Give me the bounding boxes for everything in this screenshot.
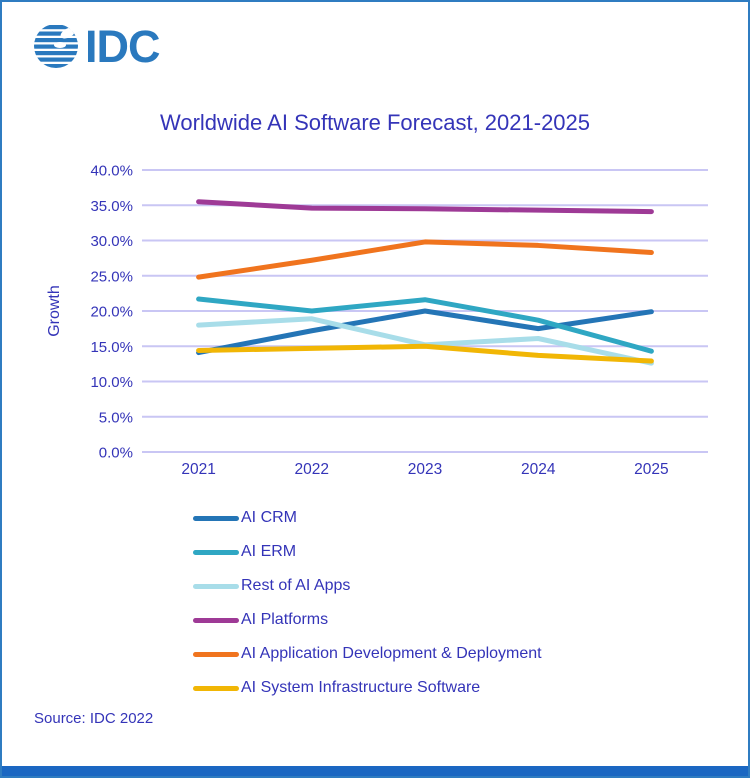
series-line-ai-crm bbox=[196, 308, 654, 356]
idc-logo: IDC bbox=[32, 22, 160, 70]
y-tick-label: 35.0% bbox=[90, 198, 133, 215]
series-line-ai-platforms bbox=[196, 199, 654, 215]
y-axis-label: Growth bbox=[46, 285, 63, 337]
legend-label: Rest of AI Apps bbox=[241, 577, 351, 594]
legend-swatch bbox=[193, 549, 239, 555]
chart-title: Worldwide AI Software Forecast, 2021-202… bbox=[159, 110, 591, 135]
series-line-ai-erm bbox=[196, 296, 654, 354]
x-tick-label: 2022 bbox=[295, 461, 329, 478]
legend-label: AI ERM bbox=[241, 543, 297, 560]
y-tick-label: 15.0% bbox=[90, 339, 133, 356]
legend-item: AI Platforms bbox=[193, 603, 542, 637]
y-tick-label: 30.0% bbox=[90, 233, 133, 250]
legend-label: AI Application Development & Deployment bbox=[241, 645, 542, 662]
legend-label: AI CRM bbox=[241, 509, 297, 526]
y-tick-label: 10.0% bbox=[90, 374, 133, 391]
legend-item: AI CRM bbox=[193, 501, 542, 535]
y-tick-label: 5.0% bbox=[99, 409, 133, 426]
y-tick-label: 25.0% bbox=[90, 268, 133, 285]
idc-logo-text: IDC bbox=[85, 20, 160, 72]
chart-legend: AI CRM AI ERM Rest of AI Apps AI Platforms A… bbox=[193, 501, 542, 705]
legend-swatch bbox=[193, 583, 239, 589]
idc-globe-icon bbox=[34, 25, 78, 68]
y-tick-label: 0.0% bbox=[99, 445, 133, 462]
legend-swatch bbox=[193, 685, 239, 691]
x-tick-label: 2021 bbox=[181, 461, 215, 478]
legend-swatch bbox=[193, 651, 239, 657]
source-text: Source: IDC 2022 bbox=[34, 710, 154, 727]
x-tick-label: 2025 bbox=[634, 461, 668, 478]
legend-item: AI Application Development & Deployment bbox=[193, 637, 542, 671]
y-tick-label: 20.0% bbox=[90, 304, 133, 321]
legend-item: AI ERM bbox=[193, 535, 542, 569]
y-tick-label: 40.0% bbox=[90, 163, 133, 180]
legend-item: Rest of AI Apps bbox=[193, 569, 542, 603]
x-tick-label: 2023 bbox=[408, 461, 442, 478]
legend-swatch bbox=[193, 515, 239, 521]
legend-swatch bbox=[193, 617, 239, 623]
line-chart: 40.0% 35.0% 30.0% 25.0% 20.0% 15.0% 10.0% 5.0% 0… bbox=[46, 163, 708, 478]
legend-item: AI System Infrastructure Software bbox=[193, 671, 542, 705]
series-line-ai-system-infrastructure-software bbox=[196, 343, 654, 364]
series-line-ai-application-development-deployment bbox=[196, 239, 654, 280]
legend-label: AI Platforms bbox=[241, 611, 329, 628]
legend-label: AI System Infrastructure Software bbox=[241, 679, 481, 696]
bottom-accent-bar bbox=[2, 766, 748, 776]
x-tick-label: 2024 bbox=[521, 461, 556, 478]
